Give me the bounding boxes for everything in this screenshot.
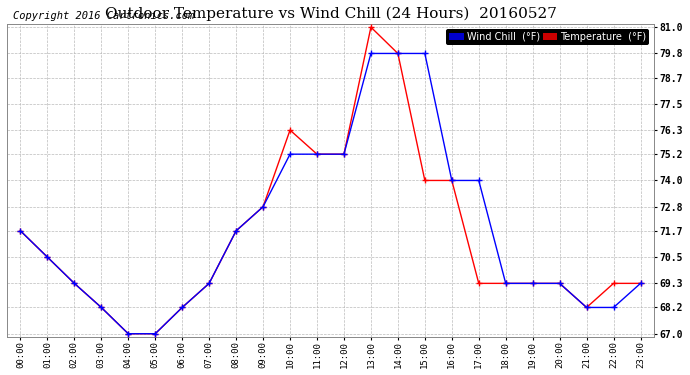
Legend: Wind Chill  (°F), Temperature  (°F): Wind Chill (°F), Temperature (°F) <box>446 29 649 45</box>
Text: Copyright 2016 Cartronics.com: Copyright 2016 Cartronics.com <box>13 11 195 21</box>
Title: Outdoor Temperature vs Wind Chill (24 Hours)  20160527: Outdoor Temperature vs Wind Chill (24 Ho… <box>104 7 556 21</box>
